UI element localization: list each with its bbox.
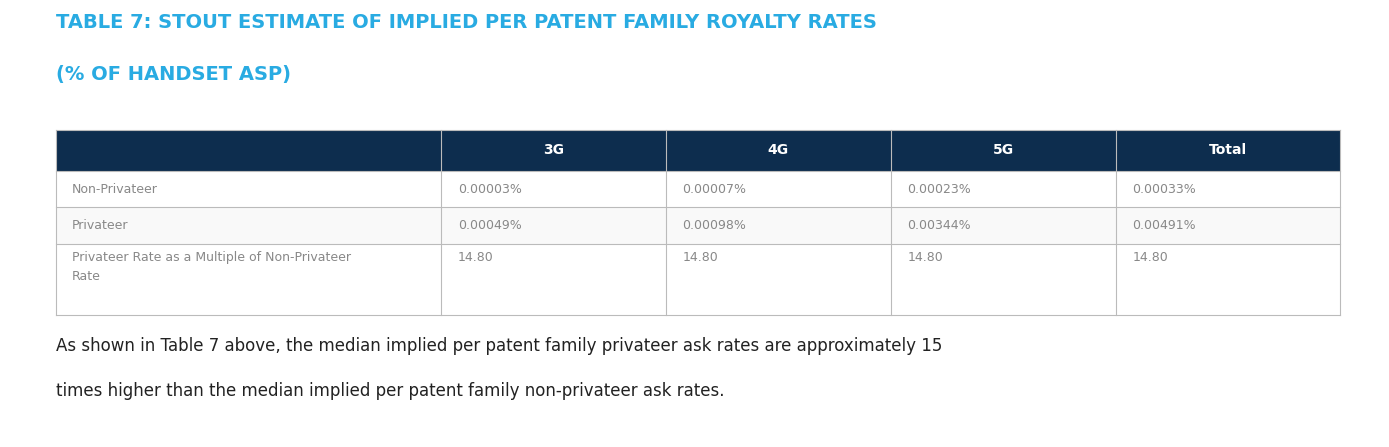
- Text: (% OF HANDSET ASP): (% OF HANDSET ASP): [56, 65, 290, 84]
- Text: 14.80: 14.80: [1132, 251, 1168, 264]
- Text: 0.00003%: 0.00003%: [457, 182, 521, 196]
- Text: 14.80: 14.80: [682, 251, 718, 264]
- FancyBboxPatch shape: [56, 171, 1340, 207]
- Text: Total: Total: [1208, 143, 1247, 157]
- Text: 4G: 4G: [768, 143, 789, 157]
- Text: 0.00023%: 0.00023%: [907, 182, 971, 196]
- Text: 14.80: 14.80: [907, 251, 943, 264]
- Text: 0.00033%: 0.00033%: [1132, 182, 1196, 196]
- Text: 0.00098%: 0.00098%: [682, 219, 746, 232]
- Text: times higher than the median implied per patent family non-privateer ask rates.: times higher than the median implied per…: [56, 382, 724, 400]
- Text: Privateer Rate as a Multiple of Non-Privateer
Rate: Privateer Rate as a Multiple of Non-Priv…: [72, 251, 351, 283]
- Text: 5G: 5G: [993, 143, 1014, 157]
- Text: 0.00491%: 0.00491%: [1132, 219, 1196, 232]
- Text: As shown in Table 7 above, the median implied per patent family privateer ask ra: As shown in Table 7 above, the median im…: [56, 337, 942, 355]
- Text: 0.00049%: 0.00049%: [457, 219, 521, 232]
- FancyBboxPatch shape: [56, 207, 1340, 244]
- Text: Privateer: Privateer: [72, 219, 129, 232]
- Text: 3G: 3G: [543, 143, 564, 157]
- FancyBboxPatch shape: [56, 244, 1340, 313]
- Text: 0.00344%: 0.00344%: [907, 219, 971, 232]
- Text: Non-Privateer: Non-Privateer: [72, 182, 158, 196]
- Text: 14.80: 14.80: [457, 251, 493, 264]
- FancyBboxPatch shape: [56, 130, 1340, 171]
- Text: TABLE 7: STOUT ESTIMATE OF IMPLIED PER PATENT FAMILY ROYALTY RATES: TABLE 7: STOUT ESTIMATE OF IMPLIED PER P…: [56, 13, 876, 33]
- Text: 0.00007%: 0.00007%: [682, 182, 746, 196]
